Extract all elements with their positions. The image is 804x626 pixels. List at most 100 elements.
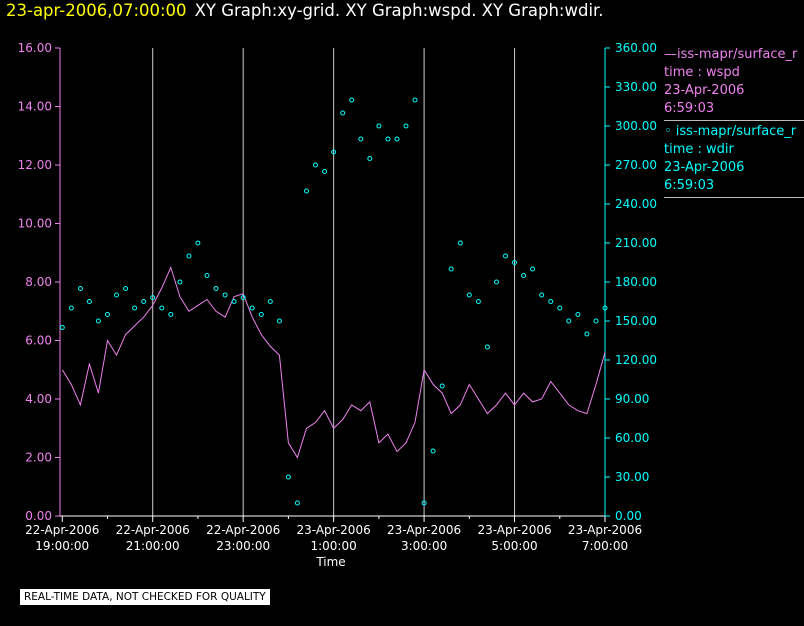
chart-graph-list: XY Graph:xy-grid. XY Graph:wspd. XY Grap… — [194, 1, 604, 20]
wspd-line — [61, 265, 606, 459]
wdir-point — [313, 162, 318, 168]
y-right-tick-label: 330.00 — [615, 80, 657, 94]
wdir-point — [177, 279, 183, 285]
wdir-point — [240, 295, 246, 301]
x-axis-label: Time — [315, 555, 345, 569]
wdir-point — [150, 295, 156, 301]
legend-series-time: 6:59:03 — [664, 178, 715, 193]
y-right-tick-label: 300.00 — [615, 119, 657, 133]
wdir-point — [213, 286, 219, 291]
wdir-point — [602, 305, 608, 311]
x-tick-label-date: 23-Apr-2006 — [297, 523, 371, 537]
x-tick-label-date: 22-Apr-2006 — [206, 523, 280, 537]
wdir-point — [430, 448, 436, 454]
wdir-point — [494, 279, 499, 285]
y-left-tick-label: 12.00 — [18, 158, 52, 172]
y-right-tick-label: 30.00 — [615, 470, 649, 484]
y-right-tick-label: 240.00 — [615, 197, 657, 211]
wdir-point — [114, 292, 119, 298]
wdir-point — [394, 136, 400, 142]
wdir-point — [258, 312, 264, 317]
wdir-point — [77, 286, 83, 291]
wdir-point — [367, 156, 373, 161]
x-tick-label-date: 22-Apr-2006 — [116, 523, 190, 537]
x-tick-label-time: 19:00:00 — [35, 539, 89, 553]
y-left-tick-label: 4.00 — [25, 392, 52, 406]
y-left-tick-label: 6.00 — [25, 334, 52, 348]
quality-note: REAL-TIME DATA, NOT CHECKED FOR QUALITY — [19, 588, 271, 606]
wdir-point — [86, 299, 92, 304]
wdir-point — [168, 312, 174, 317]
x-tick-label-time: 5:00:00 — [491, 539, 537, 553]
series-wspd — [61, 265, 606, 459]
legend-entry-wdir: ◦ iss-mapr/surface_r time : wdir 23-Apr-… — [664, 123, 804, 198]
legend: —iss-mapr/surface_r time : wspd 23-Apr-2… — [664, 46, 804, 200]
legend-series-name: ◦ iss-mapr/surface_r — [664, 124, 797, 139]
wdir-point — [593, 318, 599, 324]
wdir-point — [530, 266, 536, 272]
wdir-point — [521, 273, 527, 278]
wdir-point — [331, 149, 337, 155]
y-left-tick-label: 16.00 — [18, 41, 52, 55]
wdir-point — [448, 266, 454, 272]
x-tick-label-time: 3:00:00 — [401, 539, 447, 553]
legend-series-date: 23-Apr-2006 — [664, 83, 745, 98]
y-right-tick-label: 360.00 — [615, 41, 657, 55]
y-right-tick-label: 180.00 — [615, 275, 657, 289]
y-right-tick-label: 120.00 — [615, 353, 657, 367]
wdir-point — [95, 318, 101, 324]
wdir-point — [358, 136, 364, 142]
legend-series-vars: time : wspd — [664, 65, 740, 80]
wdir-point — [231, 299, 237, 304]
wdir-point — [376, 123, 382, 129]
y-left-tick-label: 0.00 — [25, 509, 52, 523]
wdir-point — [512, 260, 517, 265]
wdir-point — [503, 253, 508, 259]
y-right-tick-label: 0.00 — [615, 509, 642, 523]
wdir-point — [249, 305, 255, 311]
chart-timestamp: 23-apr-2006,07:00:00 — [6, 1, 187, 20]
wdir-point — [340, 110, 346, 116]
y-right-tick-label: 270.00 — [615, 158, 657, 172]
wdir-point — [267, 299, 273, 304]
wdir-point — [421, 500, 427, 506]
wdir-point — [575, 312, 581, 317]
y-left-tick-label: 8.00 — [25, 275, 52, 289]
y-left-tick-label: 10.00 — [18, 217, 52, 231]
wdir-point — [68, 305, 74, 311]
legend-series-vars: time : wdir — [664, 142, 734, 157]
wdir-point — [294, 500, 300, 506]
series-wdir — [59, 97, 608, 506]
x-tick-label-date: 22-Apr-2006 — [25, 523, 99, 537]
legend-series-date: 23-Apr-2006 — [664, 160, 745, 175]
x-tick-label-date: 23-Apr-2006 — [568, 523, 642, 537]
wdir-point — [349, 97, 355, 103]
x-tick-label-time: 21:00:00 — [126, 539, 180, 553]
wdir-point — [403, 123, 409, 129]
y-right-tick-label: 150.00 — [615, 314, 657, 328]
legend-series-time: 6:59:03 — [664, 101, 715, 116]
y-left-tick-label: 2.00 — [25, 451, 52, 465]
wdir-point — [159, 305, 165, 311]
wdir-point — [385, 136, 391, 142]
wdir-point — [123, 286, 129, 291]
wdir-point — [484, 344, 490, 350]
wdir-point — [195, 240, 201, 246]
wdir-point — [186, 253, 192, 259]
x-tick-label-time: 7:00:00 — [582, 539, 628, 553]
wdir-point — [141, 299, 147, 304]
wdir-point — [557, 305, 563, 311]
chart-grid — [152, 48, 606, 516]
wdir-point — [222, 292, 228, 298]
wdir-point — [457, 240, 463, 246]
y-right-tick-label: 90.00 — [615, 392, 649, 406]
legend-series-name: —iss-mapr/surface_r — [664, 47, 798, 62]
wdir-point — [276, 318, 282, 324]
wdir-point — [475, 299, 481, 304]
y-right-tick-label: 60.00 — [615, 431, 649, 445]
wdir-point — [204, 273, 210, 278]
wdir-point — [105, 312, 110, 317]
wdir-point — [412, 97, 418, 103]
wdir-point — [584, 331, 590, 337]
